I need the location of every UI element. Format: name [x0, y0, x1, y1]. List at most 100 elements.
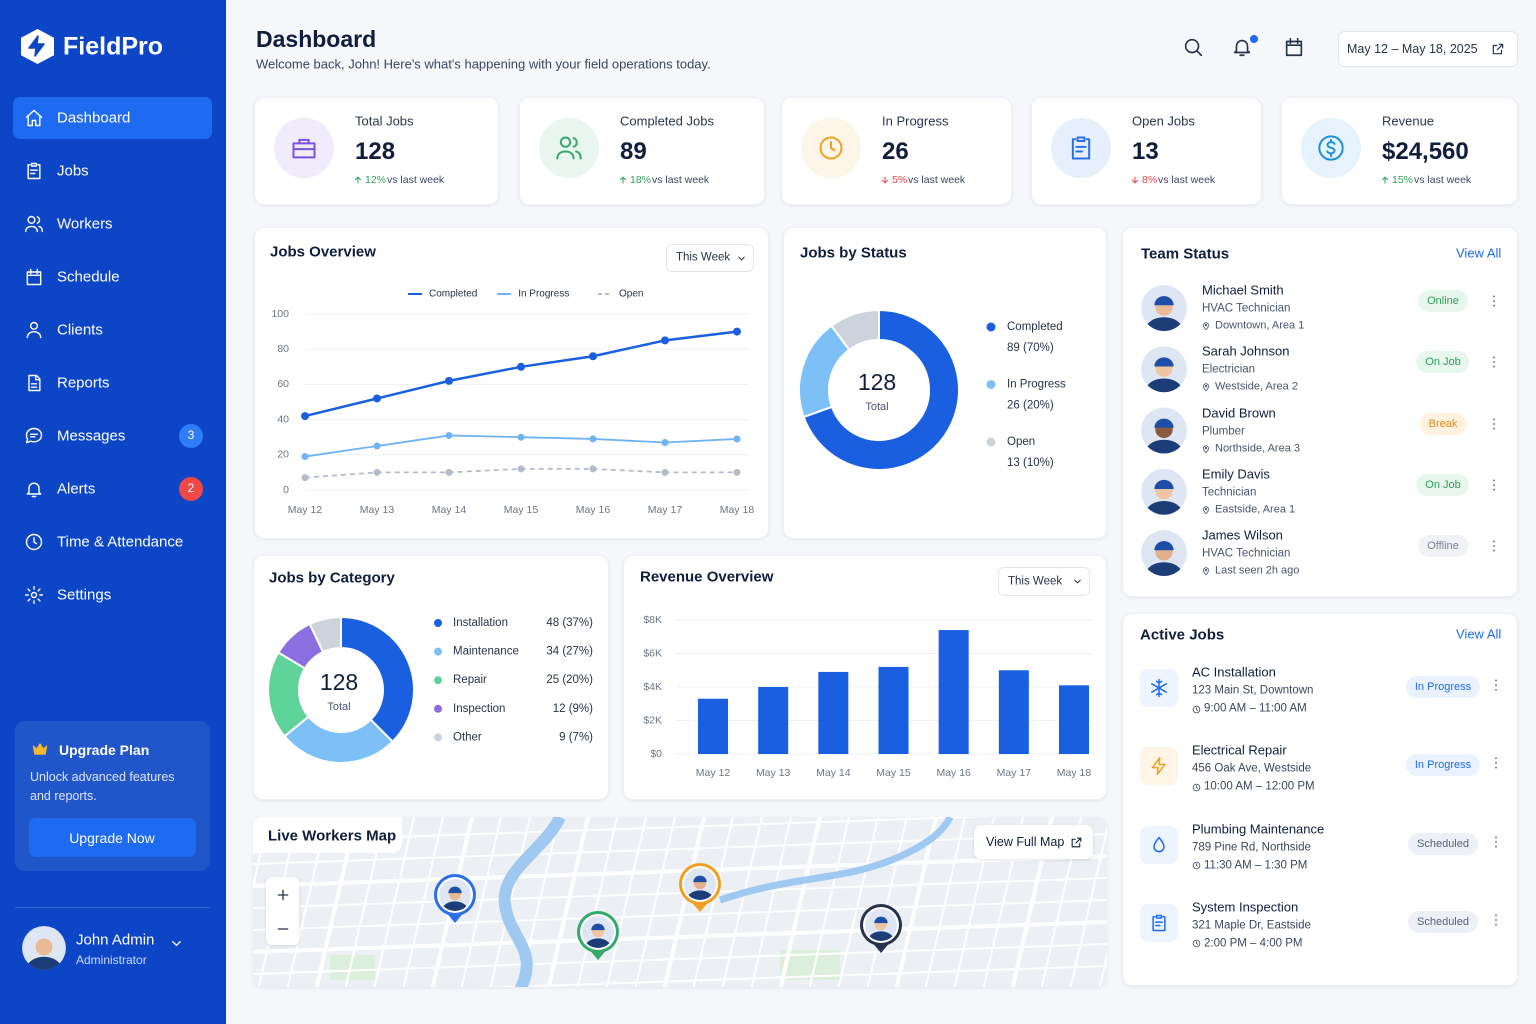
member-status: Offline — [1418, 535, 1468, 557]
job-time-icon-shape — [1192, 705, 1200, 713]
nav-icon — [24, 215, 44, 233]
crown-icon-shape — [32, 743, 48, 755]
job-menu[interactable] — [1488, 834, 1504, 850]
member-status: Break — [1419, 412, 1467, 435]
nav-label: Workers — [57, 215, 113, 233]
job-time: 2:00 PM – 4:00 PM — [1204, 937, 1303, 950]
job-menu[interactable] — [1488, 677, 1504, 693]
member-menu[interactable] — [1486, 477, 1502, 493]
kpi-change: 15% — [1392, 173, 1414, 186]
map-full-button-label: View Full Map — [986, 834, 1065, 849]
job-time-icon-shape — [1192, 861, 1200, 870]
nav-badge-count: 2 — [187, 481, 195, 496]
job-address: 321 Maple Dr, Eastside — [1192, 919, 1311, 932]
map-road — [253, 943, 1107, 975]
nav-badge-count: 3 — [187, 428, 195, 443]
kpi-value: 89 — [620, 138, 647, 166]
job-time: 11:30 AM – 1:30 PM — [1204, 858, 1308, 871]
member-menu[interactable] — [1486, 293, 1502, 309]
kpi-card — [1031, 97, 1262, 205]
job-address: 789 Pine Rd, Northside — [1192, 840, 1311, 853]
member-location-icon — [1203, 444, 1209, 453]
job-icon-bg — [1140, 825, 1178, 864]
member-name: Emily Davis — [1202, 466, 1270, 482]
job-time: 10:00 AM – 12:00 PM — [1204, 780, 1315, 793]
nav-active[interactable] — [13, 97, 212, 139]
job-menu[interactable] — [1488, 912, 1504, 928]
map-road — [894, 817, 938, 987]
notifications-button[interactable] — [1231, 36, 1253, 58]
date-range-label: May 12 – May 18, 2025 — [1347, 41, 1478, 56]
search-button-shape — [1184, 38, 1203, 57]
nav-icon — [28, 374, 41, 392]
user-menu[interactable] — [169, 936, 184, 951]
kpi-icon-bg — [539, 118, 599, 178]
member-location: Westside, Area 2 — [1215, 380, 1298, 393]
member-location-icon-shape — [1203, 444, 1209, 453]
member-role: HVAC Technician — [1202, 547, 1291, 560]
kpi-icon — [556, 136, 582, 160]
map-full-button[interactable] — [974, 825, 1093, 859]
kpi-trend-icon-shape — [881, 176, 889, 184]
member-menu[interactable] — [1486, 416, 1502, 432]
map-road — [1069, 825, 1107, 987]
logo-shape — [28, 35, 45, 57]
member-name: Sarah Johnson — [1202, 343, 1290, 359]
dropdown-icon-shape — [1073, 579, 1081, 584]
nav-icon — [27, 162, 41, 180]
map-full-icon-shape — [1071, 837, 1081, 847]
map-road — [1098, 950, 1107, 987]
job-status: Scheduled — [1408, 832, 1478, 855]
job-title: Electrical Repair — [1192, 742, 1287, 758]
job-address: 123 Main St, Downtown — [1192, 684, 1314, 697]
nav-label: Settings — [57, 586, 112, 604]
job-icon-shape — [1151, 757, 1166, 776]
map-road — [924, 817, 966, 987]
member-role: Electrician — [1202, 363, 1256, 376]
dropdown-icon-shape — [737, 256, 745, 260]
member-status: On Job — [1416, 351, 1470, 374]
map-river — [718, 817, 954, 904]
nav-icon — [24, 585, 44, 605]
card-title: Jobs by Status — [800, 244, 907, 262]
member-location-icon — [1203, 506, 1209, 514]
member-name: David Brown — [1202, 405, 1276, 421]
nav-icon — [25, 533, 43, 551]
upgrade-button[interactable] — [29, 818, 196, 857]
kpi-value: 128 — [355, 138, 396, 166]
member-menu[interactable] — [1486, 538, 1502, 554]
jobs-view-all[interactable]: View All — [1456, 626, 1502, 642]
page-subtitle: Welcome back, John! Here's what's happen… — [256, 56, 711, 72]
brand: FieldPro — [63, 32, 164, 61]
search-button[interactable] — [1182, 36, 1204, 58]
member-location-icon-shape — [1203, 322, 1209, 331]
zoom-out[interactable] — [275, 921, 291, 937]
calendar-button[interactable] — [1283, 36, 1305, 58]
crown-icon — [32, 743, 48, 755]
zoom-control — [266, 877, 299, 945]
dropdown[interactable] — [998, 567, 1090, 596]
zoom-in[interactable] — [275, 887, 291, 903]
map-river — [498, 817, 566, 987]
kpi-change: 5% — [892, 173, 908, 186]
kpi-icon-shape — [292, 138, 316, 159]
team-view-all[interactable]: View All — [1456, 245, 1502, 261]
nav-icon-shape — [26, 482, 42, 498]
member-menu[interactable] — [1486, 354, 1502, 370]
kpi-icon-bg — [1051, 118, 1111, 178]
kpi-trend-icon-shape — [1131, 176, 1139, 184]
nav-icon-shape — [25, 533, 43, 551]
nav-icon-shape — [24, 215, 44, 233]
job-time-icon — [1192, 705, 1200, 713]
map-road — [253, 920, 1107, 954]
member-location: Northside, Area 3 — [1215, 442, 1300, 455]
map-road — [402, 817, 444, 987]
date-range[interactable] — [1338, 31, 1518, 67]
member-location-icon — [1203, 567, 1209, 576]
member-name: James Wilson — [1202, 527, 1283, 543]
member-location-icon — [1203, 383, 1209, 392]
job-menu[interactable] — [1488, 755, 1504, 771]
member-role: Plumber — [1202, 424, 1245, 437]
nav-icon-shape — [25, 427, 43, 444]
kpi-label: Open Jobs — [1132, 113, 1195, 129]
